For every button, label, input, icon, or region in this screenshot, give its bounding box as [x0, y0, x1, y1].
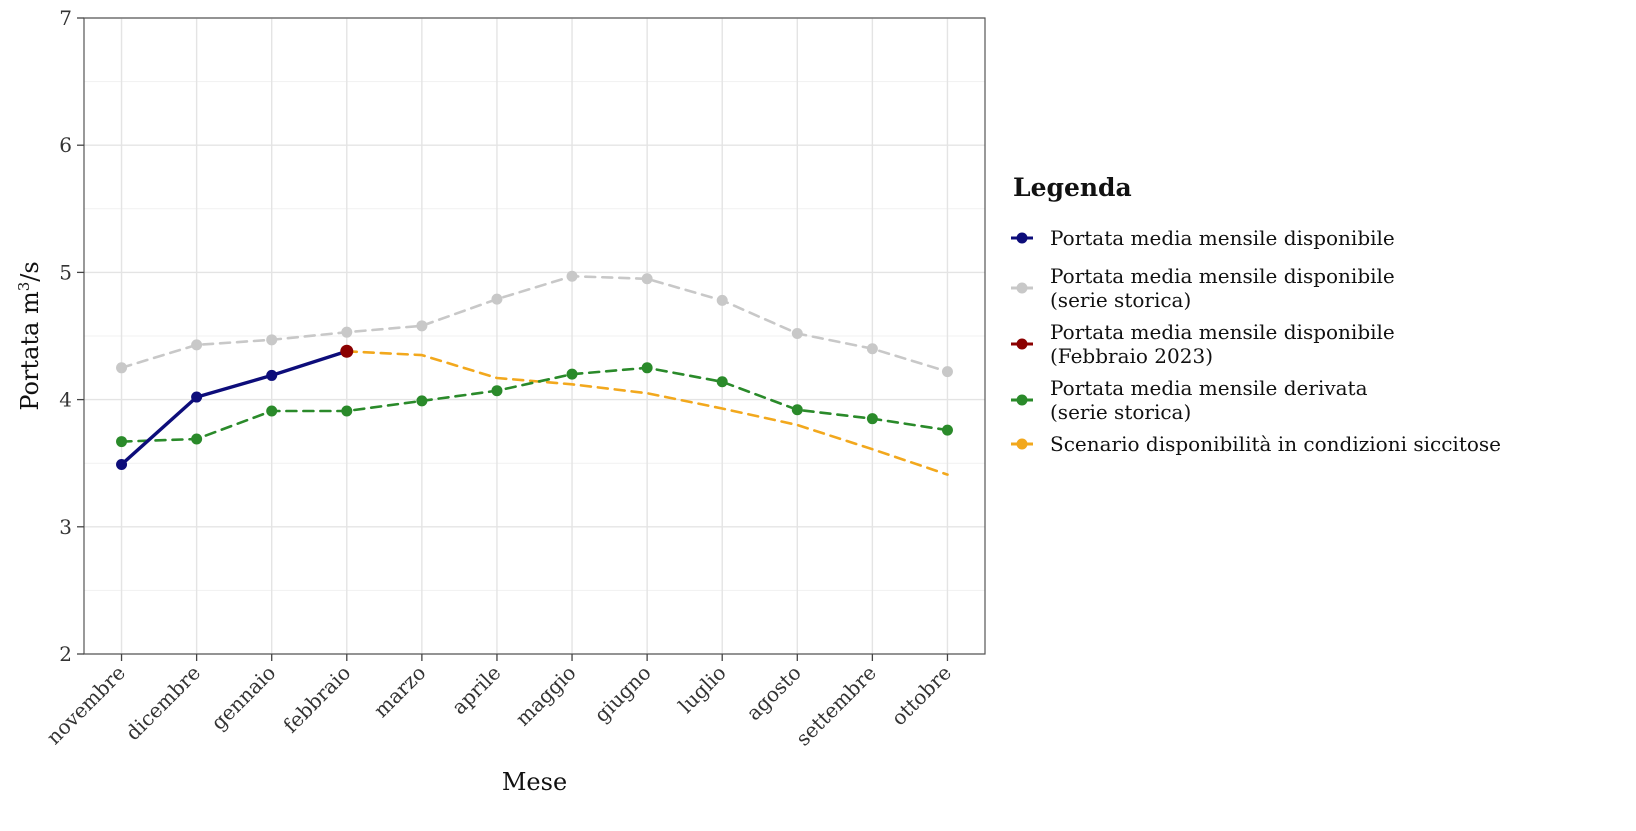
series-line-scenario	[345, 349, 949, 476]
y-tick-label: 6	[59, 133, 72, 157]
legend-label: Portata media mensile disponibile	[1050, 320, 1395, 344]
y-tick-label: 2	[59, 642, 72, 666]
series-line-derivata	[120, 366, 949, 443]
legend-item-disponibile: Portata media mensile disponibile	[1011, 226, 1395, 250]
y-tick-label: 7	[59, 6, 72, 30]
data-point-storica	[416, 320, 428, 332]
legend-item-scenario: Scenario disponibilità in condizioni sic…	[1011, 432, 1501, 456]
data-point-derivata	[341, 405, 353, 417]
legend-key-marker	[1016, 282, 1028, 294]
legend-label: (serie storica)	[1050, 400, 1191, 424]
series-storica	[116, 270, 953, 378]
y-tick-label: 3	[59, 515, 72, 539]
legend-title: Legenda	[1013, 173, 1132, 202]
data-point-derivata	[491, 385, 503, 397]
legend-label: Portata media mensile derivata	[1050, 376, 1368, 400]
data-point-storica	[641, 273, 653, 285]
data-point-derivata	[416, 395, 428, 407]
data-point-derivata	[116, 436, 128, 448]
data-point-storica	[941, 366, 953, 378]
series-scenario	[345, 349, 949, 476]
legend-label: Portata media mensile disponibile	[1050, 264, 1395, 288]
legend-key-marker	[1016, 232, 1028, 244]
data-point-derivata	[191, 433, 203, 445]
data-point-derivata	[791, 404, 803, 416]
data-point-storica	[266, 334, 278, 346]
data-point-storica	[791, 327, 803, 339]
legend: Legenda Portata media mensile disponibil…	[1011, 173, 1501, 456]
series-line-storica	[120, 274, 949, 373]
data-point-storica	[116, 362, 128, 374]
y-axis-title-unit: /s	[16, 261, 44, 281]
legend-item-feb2023: Portata media mensile disponibile(Febbra…	[1011, 320, 1395, 368]
y-axis-title-main: Portata m	[16, 291, 44, 411]
data-point-storica	[566, 270, 578, 282]
data-point-derivata	[866, 413, 878, 425]
data-point-storica	[716, 294, 728, 306]
legend-label: (serie storica)	[1050, 288, 1191, 312]
data-point-derivata	[941, 424, 953, 436]
series-feb2023	[340, 344, 354, 358]
y-axis-title-sup: 3	[15, 282, 33, 292]
data-point-storica	[866, 343, 878, 355]
data-point-derivata	[641, 362, 653, 374]
data-point-storica	[491, 293, 503, 305]
data-point-storica	[191, 339, 203, 351]
legend-key-marker	[1016, 338, 1028, 350]
data-point-disponibile	[191, 391, 203, 403]
legend-label: Scenario disponibilità in condizioni sic…	[1050, 432, 1501, 456]
y-tick-label: 4	[59, 388, 72, 412]
y-axis-title: Portata m3/s	[15, 261, 44, 410]
legend-item-storica: Portata media mensile disponibile(serie …	[1011, 264, 1395, 312]
data-point-storica	[341, 326, 353, 338]
data-point-disponibile	[116, 458, 128, 470]
legend-label: (Febbraio 2023)	[1050, 344, 1213, 368]
data-point-feb2023	[340, 344, 354, 358]
series	[116, 270, 953, 476]
series-derivata	[116, 362, 953, 448]
y-tick-label: 5	[59, 260, 72, 284]
data-point-derivata	[716, 376, 728, 388]
plot-border	[83, 17, 986, 655]
legend-item-derivata: Portata media mensile derivata(serie sto…	[1011, 376, 1368, 424]
data-point-disponibile	[266, 369, 278, 381]
series-line-disponibile	[119, 349, 349, 467]
x-axis-title: Mese	[502, 768, 567, 796]
data-point-derivata	[266, 405, 278, 417]
legend-label: Portata media mensile disponibile	[1050, 226, 1395, 250]
legend-key-marker	[1016, 438, 1028, 450]
data-point-derivata	[566, 368, 578, 380]
legend-key-marker	[1016, 394, 1028, 406]
